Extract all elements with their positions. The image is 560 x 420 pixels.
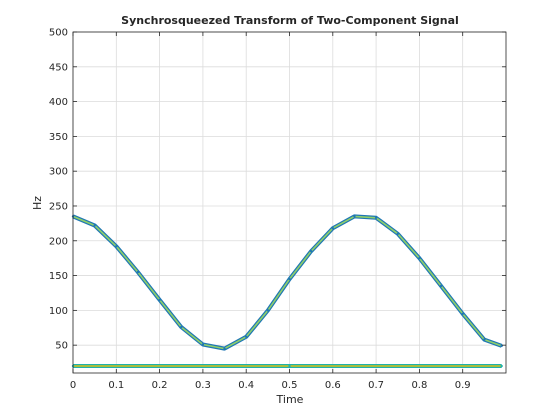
x-tick-label: 0 [70, 380, 76, 391]
series-0-point [310, 250, 312, 252]
y-tick-label: 100 [49, 306, 68, 317]
chart-title: Synchrosqueezed Transform of Two-Compone… [121, 14, 459, 27]
series-0-point [288, 278, 290, 280]
y-tick-label: 250 [49, 201, 68, 212]
series-1-point [288, 365, 290, 367]
x-tick-label: 0.9 [455, 380, 471, 391]
series-0-point [267, 309, 269, 311]
series-0-point [353, 215, 355, 217]
series-0-point [93, 224, 95, 226]
series-0-point [418, 257, 420, 259]
x-tick-label: 0.2 [152, 380, 168, 391]
x-tick-label: 0.6 [325, 380, 341, 391]
series-0-point [115, 245, 117, 247]
series-0-point [440, 285, 442, 287]
series-0-point [137, 271, 139, 273]
series-0-point [158, 299, 160, 301]
x-tick-label: 0.4 [238, 380, 254, 391]
x-tick-label: 0.3 [195, 380, 211, 391]
y-tick-label: 500 [49, 28, 68, 39]
y-tick-label: 300 [49, 167, 68, 178]
y-tick-label: 400 [49, 97, 68, 108]
y-tick-label: 450 [49, 62, 68, 73]
x-tick-label: 0.8 [411, 380, 427, 391]
series-0-point [180, 326, 182, 328]
y-tick-label: 150 [49, 271, 68, 282]
y-tick-label: 50 [55, 341, 68, 352]
series-1-point [500, 365, 502, 367]
x-tick-label: 0.1 [108, 380, 124, 391]
y-tick-label: 200 [49, 236, 68, 247]
series-0-point [223, 347, 225, 349]
series-0-point [375, 217, 377, 219]
series-0-point [483, 338, 485, 340]
y-axis-label: Hz [31, 196, 44, 210]
series-0-point [462, 313, 464, 315]
y-tick-label: 350 [49, 132, 68, 143]
x-axis-label: Time [276, 393, 304, 406]
x-tick-label: 0.5 [282, 380, 298, 391]
series-0-point [397, 233, 399, 235]
series-0-point [245, 336, 247, 338]
series-0-point [202, 343, 204, 345]
x-tick-label: 0.7 [368, 380, 384, 391]
series-0-point [332, 227, 334, 229]
